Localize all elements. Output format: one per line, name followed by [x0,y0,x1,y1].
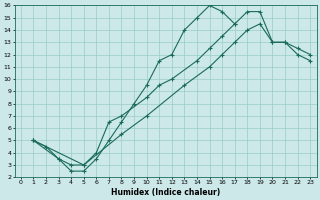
X-axis label: Humidex (Indice chaleur): Humidex (Indice chaleur) [111,188,220,197]
